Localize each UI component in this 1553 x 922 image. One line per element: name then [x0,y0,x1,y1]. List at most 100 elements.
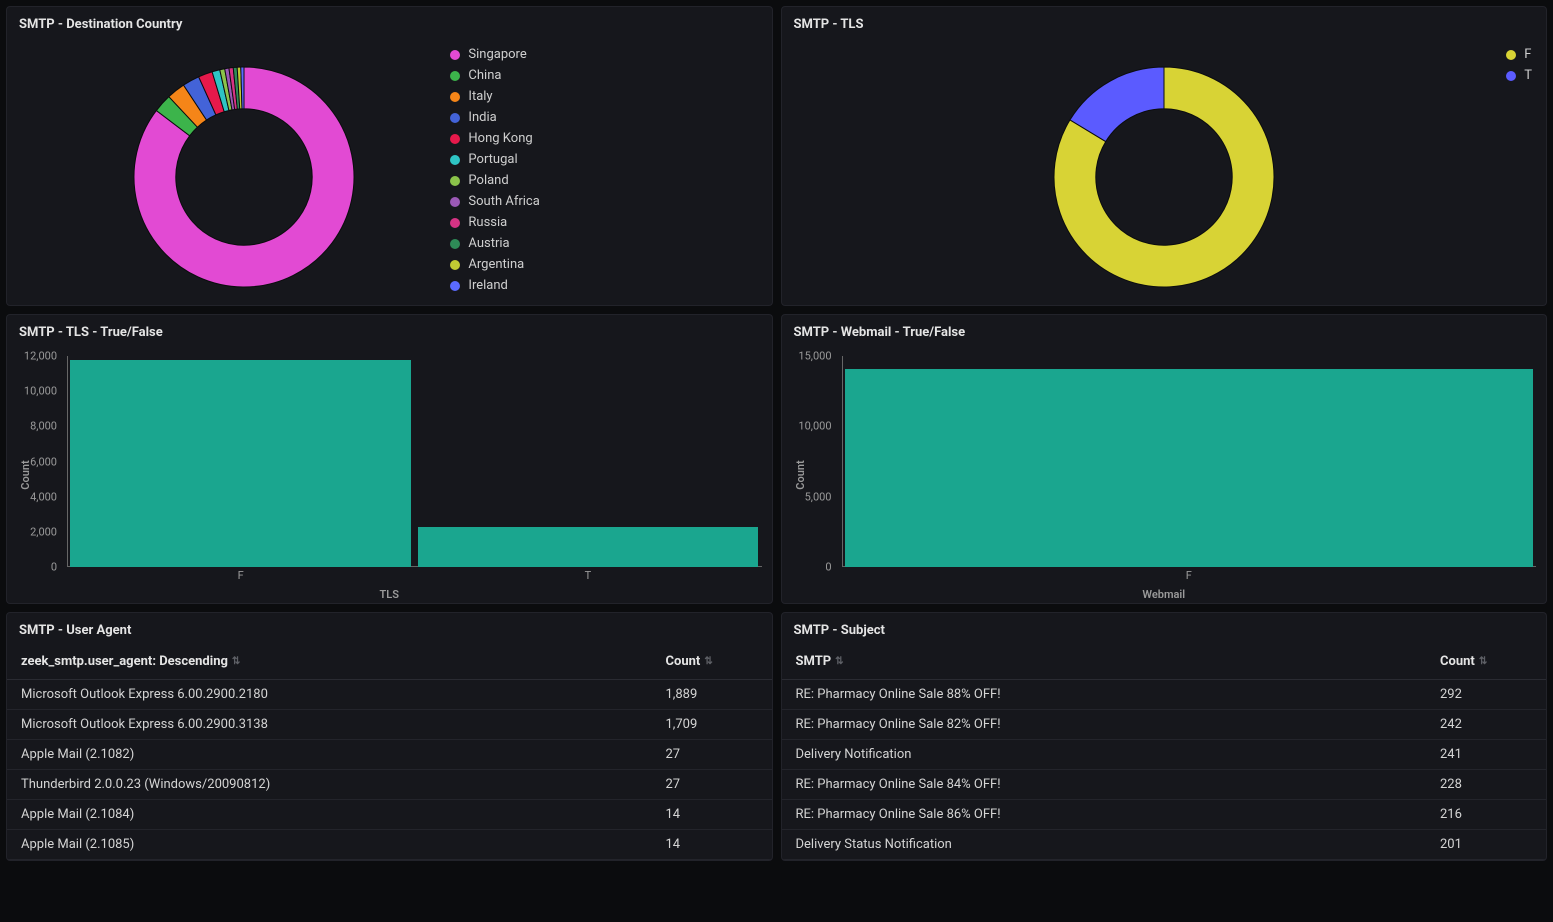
panel-webmail-bar: SMTP - Webmail - True/False CountWebmail… [781,314,1548,604]
panel-title: SMTP - Subject [782,613,1547,644]
legend-item[interactable]: Hong Kong [450,128,767,149]
y-tick-label: 15,000 [798,350,831,363]
legend-item[interactable]: T [1506,65,1532,86]
table-header-label: Count [1440,654,1475,669]
legend-label: Argentina [468,257,524,272]
table-row[interactable]: RE: Pharmacy Online Sale 84% OFF!228 [782,770,1547,800]
table-row[interactable]: RE: Pharmacy Online Sale 82% OFF!242 [782,710,1547,740]
table-row[interactable]: Microsoft Outlook Express 6.00.2900.2180… [7,680,772,710]
legend-label: Austria [468,236,509,251]
y-tick-label: 12,000 [24,350,57,363]
panel-dest-country: SMTP - Destination Country SingaporeChin… [6,6,773,306]
table-header[interactable]: Count⇅ [652,644,772,680]
table-header-label: zeek_smtp.user_agent: Descending [21,654,228,669]
bar[interactable] [70,360,410,567]
x-tick-label: F [238,569,244,582]
table-row[interactable]: Thunderbird 2.0.0.23 (Windows/20090812)2… [7,770,772,800]
legend-label: India [468,110,496,125]
legend-dot-icon [450,281,460,291]
legend-dot-icon [450,134,460,144]
legend-dot-icon [450,92,460,102]
legend-label: Poland [468,173,508,188]
y-tick-label: 6,000 [30,455,57,468]
table-row[interactable]: RE: Pharmacy Online Sale 88% OFF!292 [782,680,1547,710]
table-cell: 14 [652,800,772,830]
x-tick-label: F [1186,569,1192,582]
legend-item[interactable]: China [450,65,767,86]
subject-table[interactable]: SMTP⇅ Count ⇅ RE: Pharmacy Online Sale 88% … [782,644,1547,860]
table-row[interactable]: Apple Mail (2.1085)14 [7,830,772,860]
tls-legend[interactable]: FT [1506,44,1532,86]
table-header-label: Count [666,654,701,669]
legend-dot-icon [450,50,460,60]
y-tick-label: 10,000 [24,385,57,398]
legend-label: Russia [468,215,507,230]
dashboard-grid: SMTP - Destination Country SingaporeChin… [6,6,1547,861]
sort-icon: ⇅ [704,656,712,667]
table-cell: Microsoft Outlook Express 6.00.2900.3138 [7,710,652,740]
y-tick-label: 0 [51,561,57,574]
table-cell: Apple Mail (2.1082) [7,740,652,770]
panel-tls-donut: SMTP - TLS FT [781,6,1548,306]
legend-item[interactable]: India [450,107,767,128]
legend-label: Hong Kong [468,131,532,146]
legend-dot-icon [450,218,460,228]
dest-country-legend[interactable]: SingaporeChina Italy India Hong Kong Portuga… [450,38,771,305]
table-cell: 27 [652,770,772,800]
table-cell: Apple Mail (2.1085) [7,830,652,860]
legend-item[interactable]: Russia [450,212,767,233]
table-row[interactable]: Delivery Notification241 [782,740,1547,770]
y-tick-label: 8,000 [30,420,57,433]
tls-bar-chart[interactable]: CountTLS02,0004,0006,0008,00010,00012,00… [7,346,772,603]
legend-item[interactable]: Portugal [450,149,767,170]
panel-user-agent: SMTP - User Agent zeek_smtp.user_agent: … [6,612,773,861]
table-header[interactable]: Count ⇅ [1426,644,1546,680]
x-tick-label: T [585,569,592,582]
legend-item[interactable]: South Africa [450,191,767,212]
legend-item[interactable]: Ireland [450,275,767,296]
legend-item[interactable]: Austria [450,233,767,254]
webmail-bar-chart[interactable]: CountWebmail05,00010,00015,000F [782,346,1547,603]
table-cell: Apple Mail (2.1084) [7,800,652,830]
table-cell: 241 [1426,740,1546,770]
legend-item[interactable]: F [1506,44,1532,65]
legend-label: Italy [468,89,492,104]
table-cell: RE: Pharmacy Online Sale 82% OFF! [782,710,1427,740]
table-row[interactable]: RE: Pharmacy Online Sale 86% OFF!216 [782,800,1547,830]
table-row[interactable]: Microsoft Outlook Express 6.00.2900.3138… [7,710,772,740]
legend-dot-icon [450,239,460,249]
table-cell: Delivery Notification [782,740,1427,770]
table-row[interactable]: Apple Mail (2.1082)27 [7,740,772,770]
tls-donut[interactable] [1034,47,1294,297]
legend-label: Ireland [468,278,507,293]
legend-item[interactable]: Argentina [450,254,767,275]
legend-item[interactable]: Singapore [450,44,767,65]
legend-dot-icon [450,113,460,123]
legend-item[interactable]: Poland [450,170,767,191]
panel-title: SMTP - Webmail - True/False [782,315,1547,346]
table-header[interactable]: SMTP⇅ [782,644,1427,680]
table-header[interactable]: zeek_smtp.user_agent: Descending⇅ [7,644,652,680]
bar[interactable] [845,369,1533,567]
panel-subject: SMTP - Subject SMTP⇅ Count ⇅ RE: Pharmacy O… [781,612,1548,861]
sort-icon: ⇅ [1479,656,1487,667]
user-agent-table[interactable]: zeek_smtp.user_agent: Descending⇅Count⇅M… [7,644,772,860]
table-cell: 242 [1426,710,1546,740]
y-tick-label: 5,000 [805,490,832,503]
bar[interactable] [418,527,758,567]
legend-item[interactable]: Italy [450,86,767,107]
legend-dot-icon [450,260,460,270]
sort-icon: ⇅ [835,656,843,667]
legend-dot-icon [450,197,460,207]
y-tick-label: 10,000 [798,420,831,433]
legend-dot-icon [450,155,460,165]
table-cell: RE: Pharmacy Online Sale 86% OFF! [782,800,1427,830]
dest-country-donut[interactable] [99,47,359,297]
table-cell: Thunderbird 2.0.0.23 (Windows/20090812) [7,770,652,800]
panel-title: SMTP - TLS [782,7,1547,38]
legend-dot-icon [1506,71,1516,81]
table-cell: 228 [1426,770,1546,800]
table-row[interactable]: Apple Mail (2.1084)14 [7,800,772,830]
panel-title: SMTP - TLS - True/False [7,315,772,346]
table-row[interactable]: Delivery Status Notification201 [782,830,1547,860]
